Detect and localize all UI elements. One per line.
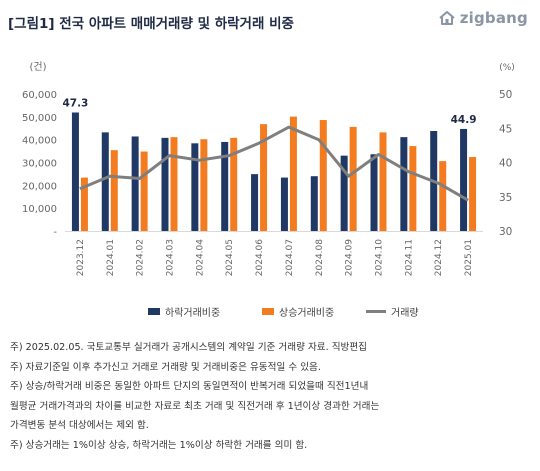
legend-label: 하락거래비중 (165, 306, 220, 319)
x-tick-label: 2025.01 (464, 239, 474, 276)
up-share-bar (110, 150, 118, 231)
legend-label: 거래량 (391, 307, 419, 319)
up-share-bar (319, 120, 327, 231)
down-share-bar (191, 143, 199, 231)
up-share-bar (289, 116, 297, 231)
down-share-bar (460, 128, 468, 231)
y-right-tick-label: 40 (499, 158, 512, 170)
footnotes: 주) 2025.02.05. 국토교통부 실거래가 공개시스템의 계약일 기준 … (10, 338, 534, 455)
footnote: 주) 2025.02.05. 국토교통부 실거래가 공개시스템의 계약일 기준 … (10, 342, 368, 353)
chart: (건) (%) 60,000 50,000 40,000 30,000 20,000 10,0… (22, 61, 515, 319)
legend-swatch (262, 308, 274, 315)
up-share-bar (349, 126, 357, 231)
x-tick-label: 2024.03 (166, 239, 176, 276)
volume-line (79, 125, 469, 202)
down-share-bar (101, 132, 109, 231)
down-share-bar (251, 174, 259, 231)
up-share-bar (379, 132, 387, 231)
y-left-tick-label: 40,000 (22, 136, 57, 147)
down-share-bar (221, 141, 229, 231)
x-tick-label: 2024.05 (225, 239, 235, 276)
footnote: 주) 상승/하락거래 비중은 동일한 아파트 단지의 동일면적이 반복거래 되었… (10, 381, 369, 392)
x-tick-label: 2024.12 (434, 239, 444, 276)
y-right-unit: (%) (499, 63, 515, 73)
page-title: [그림1] 전국 아파트 매매거래량 및 하락거래 비중 (8, 16, 294, 32)
footnote: 주) 자료기준일 이후 추가신고 거래로 거래량 및 거래비중은 유동적일 수 … (10, 361, 321, 373)
y-left-tick-label: 50,000 (22, 113, 57, 124)
down-share-bar (71, 112, 79, 231)
up-share-bar (260, 124, 268, 231)
x-tick-label: 2024.10 (375, 239, 385, 276)
y-left-unit: (건) (29, 61, 46, 73)
x-tick-label: 2024.06 (255, 239, 265, 276)
down-share-bar (310, 176, 318, 231)
y-left-tick-label: 60,000 (22, 90, 57, 101)
x-tick-label: 2024.07 (285, 239, 295, 276)
y-left-tick-label: 20,000 (22, 181, 57, 192)
up-share-bar (80, 177, 88, 231)
house-icon (439, 11, 455, 25)
x-tick-label: 2024.08 (315, 239, 325, 276)
down-share-bar (370, 154, 378, 231)
y-right-tick-label: 50 (499, 89, 512, 101)
x-tick-label: 2024.04 (195, 239, 205, 276)
up-share-bar (170, 137, 178, 231)
x-tick-label: 2023.12 (76, 239, 86, 276)
zigbang-logo: zigbang (438, 9, 528, 27)
down-share-bar (161, 137, 169, 231)
up-share-bar (469, 157, 477, 231)
down-share-bar (400, 137, 408, 231)
legend-label: 상승거래비중 (279, 307, 334, 319)
y-right-tick-label: 30 (499, 226, 512, 238)
y-left-tick-label: - (53, 227, 57, 238)
y-left-tick-label: 10,000 (22, 204, 57, 215)
down-share-bar (340, 155, 348, 231)
up-share-bar (409, 146, 417, 231)
x-tick-label: 2024.09 (345, 239, 355, 276)
y-right-tick-label: 35 (499, 192, 512, 204)
legend-swatch (148, 308, 160, 315)
data-label-first: 47.3 (62, 97, 88, 109)
y-left-tick-label: 30,000 (22, 159, 57, 170)
up-share-bar (140, 151, 148, 231)
footnote: 주) 상승거래는 1%이상 상승, 하락거래는 1%이상 하락한 거래를 의미 … (10, 439, 308, 451)
footnote: 월평균 거래가격과의 차이를 비교한 자료로 최초 거래 및 직전거래 후 1년… (10, 400, 380, 412)
footnote: 가격변동 분석 대상에서는 제외 함. (10, 420, 149, 431)
up-share-bar (200, 139, 208, 231)
down-share-bar (131, 136, 139, 231)
up-share-bar (230, 137, 238, 231)
x-tick-label: 2024.02 (136, 239, 146, 276)
up-share-bar (439, 161, 447, 231)
y-right-tick-label: 45 (499, 123, 512, 135)
data-label-last: 44.9 (451, 114, 477, 126)
logo-text: zigbang (459, 9, 528, 27)
down-share-bar (280, 177, 288, 231)
x-tick-label: 2024.01 (106, 239, 116, 276)
x-tick-label: 2024.11 (404, 239, 414, 276)
